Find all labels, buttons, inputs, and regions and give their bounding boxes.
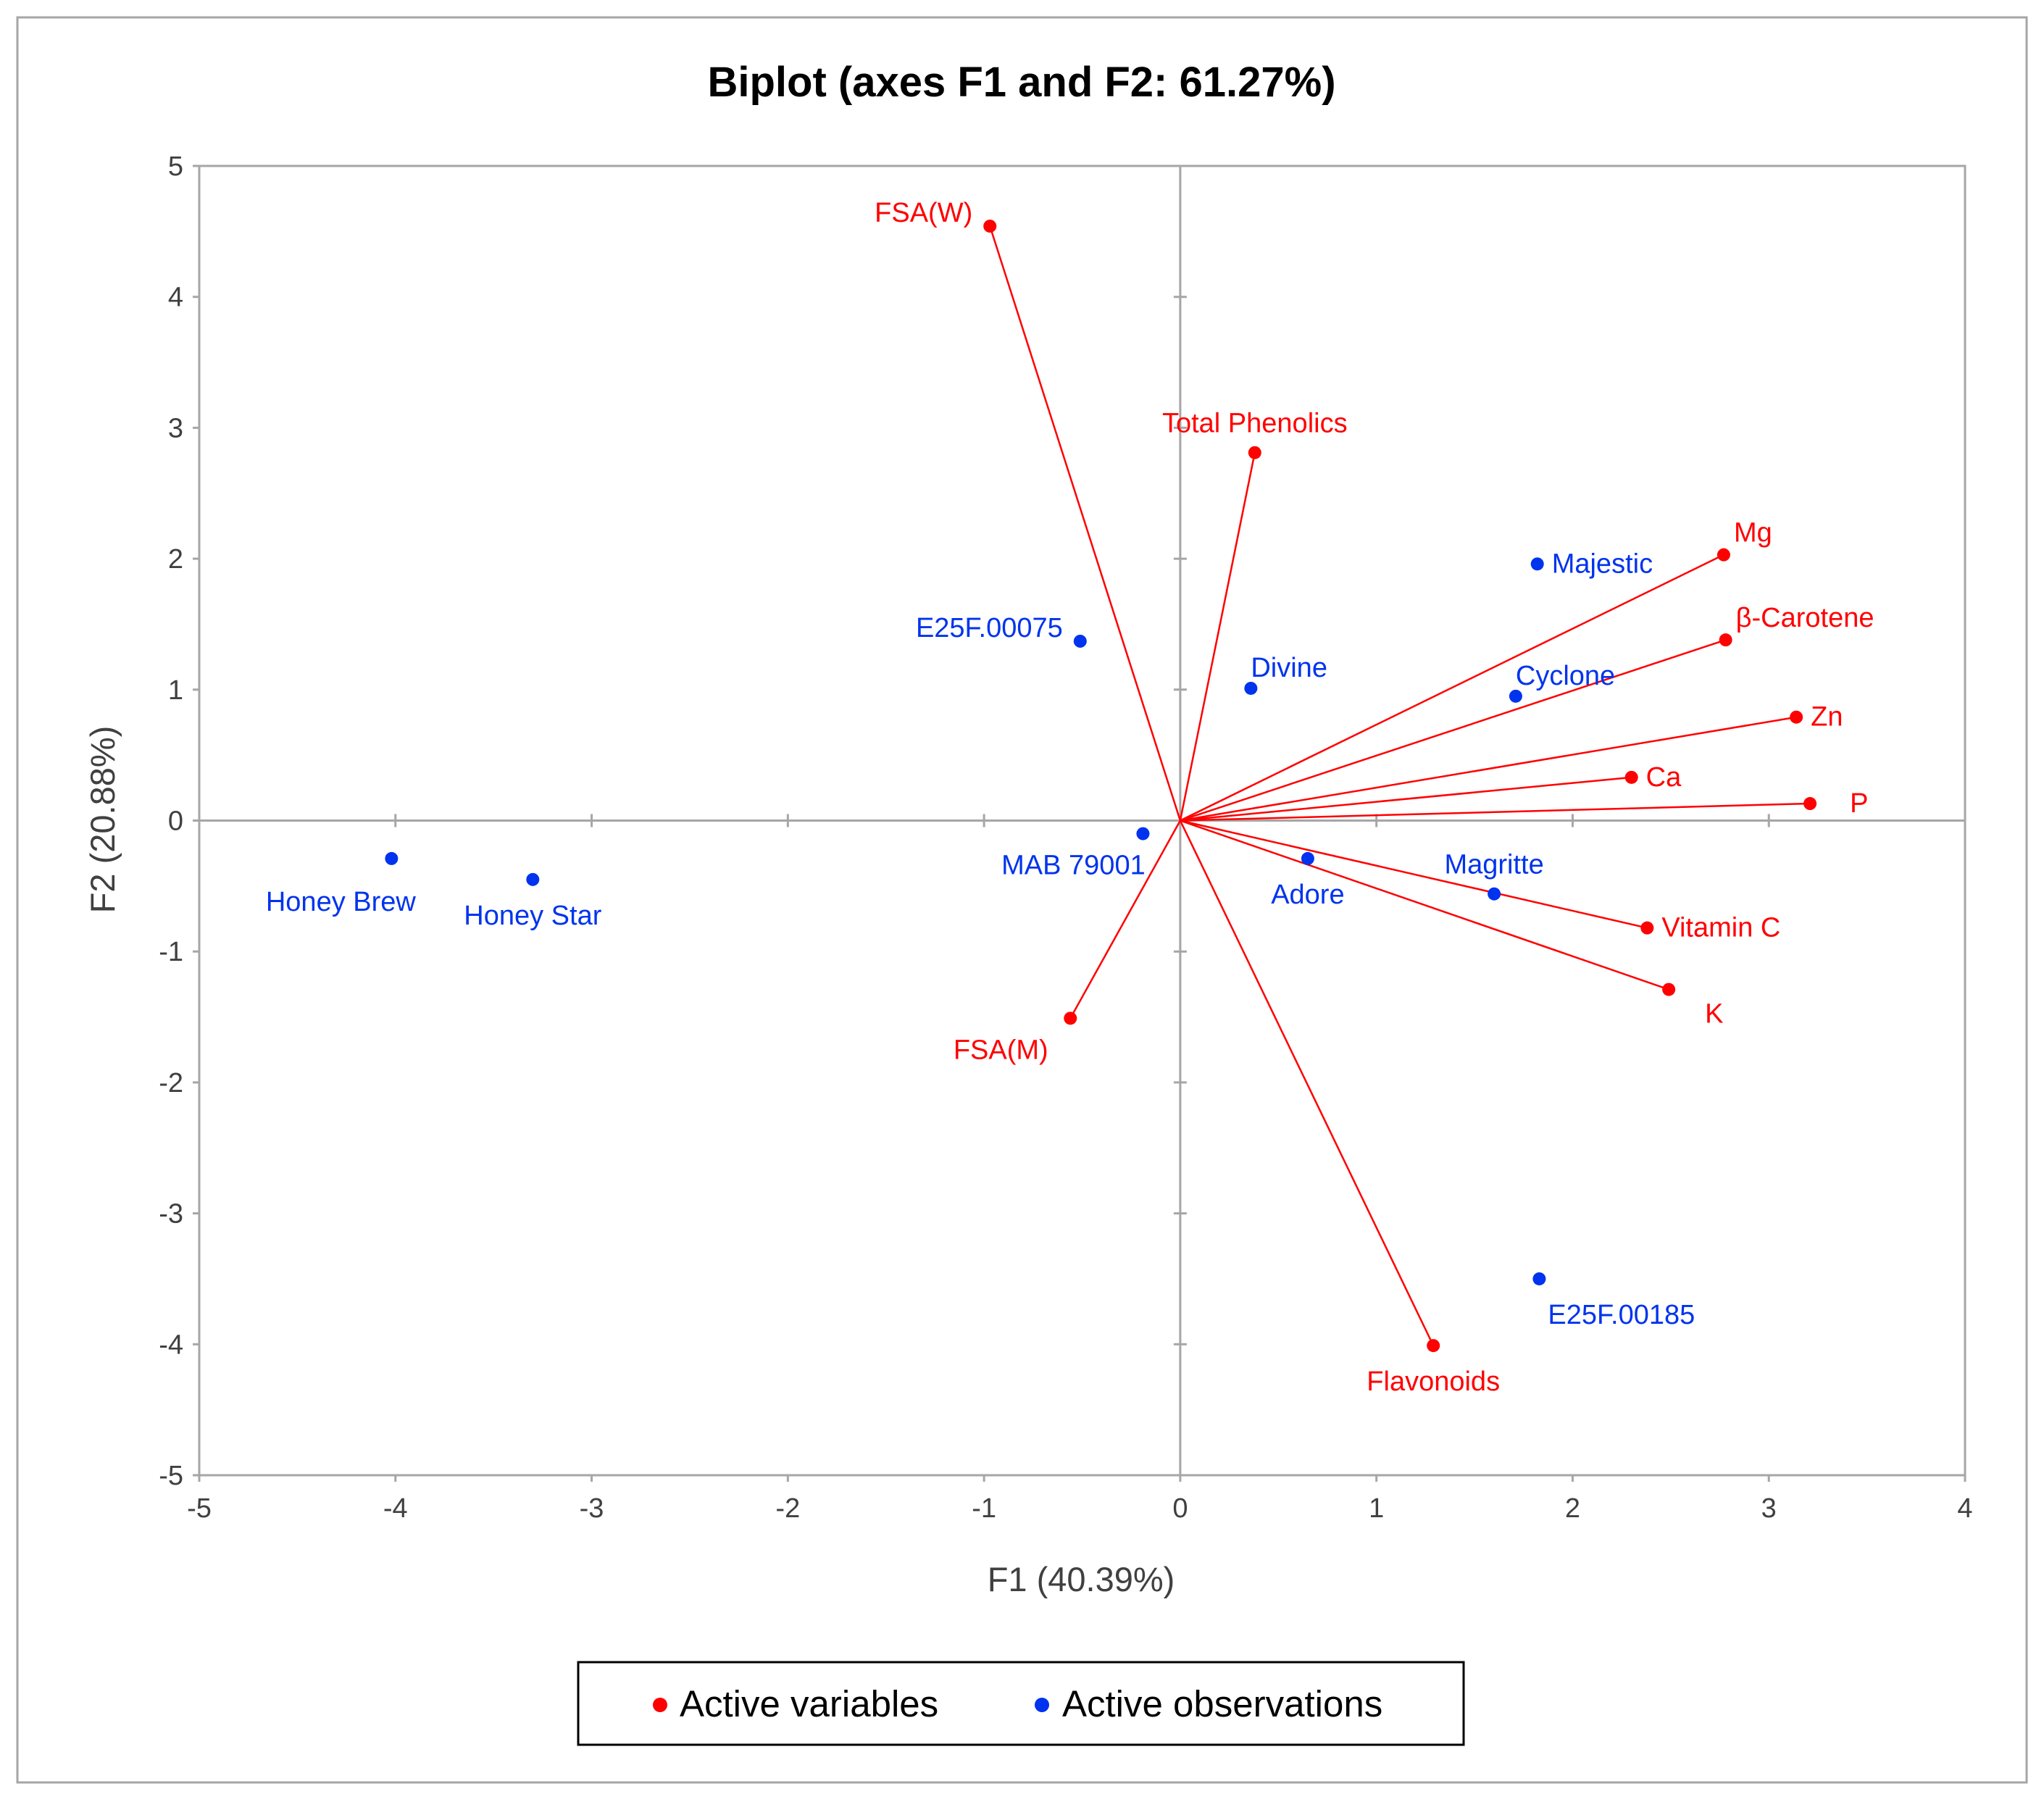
vector-k bbox=[1180, 819, 1669, 990]
variable-label-flavonoids: Flavonoids bbox=[1367, 1367, 1500, 1397]
observation-point-cyclone bbox=[1509, 689, 1522, 703]
observation-label-honey-brew: Honey Brew bbox=[266, 887, 417, 917]
variable-label-k: K bbox=[1705, 999, 1723, 1030]
observation-label-adore: Adore bbox=[1271, 880, 1344, 910]
observation-label-cyclone: Cyclone bbox=[1516, 661, 1615, 691]
variable-point-fsa-w bbox=[983, 220, 997, 233]
vector-fsa-m bbox=[1069, 819, 1181, 1019]
legend-label-observations: Active observations bbox=[1062, 1683, 1382, 1724]
labels-layer: FSA(W) Total Phenolics Mg β-Carotene Zn Ca P Vi… bbox=[266, 198, 1874, 1397]
points-layer bbox=[385, 220, 1817, 1353]
y-tick-label: 3 bbox=[168, 413, 183, 443]
y-tick-label: 4 bbox=[168, 283, 183, 313]
x-tick-label: -4 bbox=[383, 1493, 408, 1524]
legend-marker-variables bbox=[653, 1698, 667, 1712]
observation-point-majestic bbox=[1530, 557, 1544, 571]
y-tick-label: 1 bbox=[168, 675, 183, 706]
variable-point-p bbox=[1803, 797, 1817, 811]
figure-border bbox=[16, 16, 2028, 1784]
variable-label-vitamin-c: Vitamin C bbox=[1661, 913, 1780, 943]
variable-point-k bbox=[1662, 983, 1676, 996]
y-tick-label: -5 bbox=[159, 1461, 183, 1491]
vector-carotene bbox=[1180, 638, 1727, 822]
observation-point-honey-brew bbox=[385, 851, 399, 865]
y-tick-label: 2 bbox=[168, 544, 183, 575]
legend: Active variables Active observations bbox=[577, 1661, 1465, 1746]
variable-point-mg bbox=[1716, 548, 1730, 562]
x-axis-title: F1 (40.39%) bbox=[988, 1560, 1175, 1598]
variable-label-total-phenolics: Total Phenolics bbox=[1162, 409, 1348, 439]
x-tick-label: -1 bbox=[972, 1493, 996, 1524]
ticks-layer: -5 -4 -3 -2 -1 0 1 2 3 4 -5 -4 -3 -2 -1 0 1 2 3 4 5 bbox=[159, 151, 1972, 1524]
x-tick-label: -2 bbox=[775, 1493, 800, 1524]
variable-point-total-phenolics bbox=[1248, 446, 1261, 459]
variable-point-carotene bbox=[1719, 633, 1732, 647]
vector-mg bbox=[1180, 554, 1724, 822]
observation-label-magritte: Magritte bbox=[1444, 850, 1543, 880]
vector-ca bbox=[1180, 776, 1632, 822]
x-tick-label: -5 bbox=[187, 1493, 212, 1524]
variable-label-fsa-w: FSA(W) bbox=[875, 198, 972, 228]
variable-label-zn: Zn bbox=[1811, 702, 1843, 733]
observation-point-mab-79001 bbox=[1136, 827, 1150, 840]
legend-box bbox=[577, 1661, 1465, 1746]
variable-label-mg: Mg bbox=[1734, 518, 1772, 548]
y-tick-label: -3 bbox=[159, 1199, 183, 1230]
observation-label-majestic: Majestic bbox=[1552, 548, 1653, 579]
y-tick-label: -1 bbox=[159, 937, 183, 967]
vector-zn bbox=[1180, 716, 1797, 822]
observation-point-e25f-00075 bbox=[1073, 634, 1087, 648]
vector-p bbox=[1180, 802, 1811, 822]
vector-total-phenolics bbox=[1179, 452, 1256, 821]
observation-point-divine bbox=[1244, 681, 1258, 695]
x-tick-label: 3 bbox=[1761, 1493, 1777, 1524]
observation-label-honey-star: Honey Star bbox=[464, 901, 601, 931]
observation-label-e25f-00075: E25F.00075 bbox=[916, 613, 1063, 643]
observation-label-mab-79001: MAB 79001 bbox=[1001, 851, 1146, 881]
variable-point-vitamin-c bbox=[1640, 921, 1654, 935]
y-tick-label: 5 bbox=[168, 151, 183, 182]
variable-point-zn bbox=[1790, 710, 1803, 724]
legend-marker-observations bbox=[1035, 1698, 1049, 1712]
legend-label-variables: Active variables bbox=[680, 1683, 938, 1724]
x-tick-label: 0 bbox=[1172, 1493, 1188, 1524]
variable-label-carotene: β-Carotene bbox=[1736, 603, 1874, 633]
observation-point-adore bbox=[1301, 851, 1314, 865]
vector-flavonoids bbox=[1179, 819, 1435, 1346]
x-tick-label: 1 bbox=[1369, 1493, 1384, 1524]
x-tick-label: -3 bbox=[580, 1493, 604, 1524]
vector-vitamin-c bbox=[1180, 819, 1648, 929]
observation-point-magritte bbox=[1488, 887, 1501, 901]
x-tick-label: 2 bbox=[1565, 1493, 1580, 1524]
variable-label-p: P bbox=[1850, 788, 1868, 819]
chart-title: Biplot (axes F1 and F2: 61.27%) bbox=[707, 59, 1335, 106]
observation-point-e25f-00185 bbox=[1532, 1272, 1546, 1285]
x-tick-label: 4 bbox=[1957, 1493, 1972, 1524]
variable-label-ca: Ca bbox=[1646, 762, 1682, 793]
vectors-layer bbox=[989, 225, 1811, 1346]
variable-point-fsa-m bbox=[1064, 1011, 1077, 1025]
observation-point-honey-star bbox=[526, 872, 540, 886]
variable-label-fsa-m: FSA(M) bbox=[954, 1035, 1048, 1065]
y-tick-label: 0 bbox=[168, 806, 183, 837]
observation-label-divine: Divine bbox=[1251, 653, 1327, 683]
variable-point-ca bbox=[1624, 770, 1638, 784]
y-tick-label: -4 bbox=[159, 1330, 183, 1360]
y-axis-title: F2 (20.88%) bbox=[83, 726, 122, 914]
observation-label-e25f-00185: E25F.00185 bbox=[1548, 1300, 1695, 1330]
vector-fsa-w bbox=[989, 225, 1182, 821]
y-tick-label: -2 bbox=[159, 1068, 183, 1098]
variable-point-flavonoids bbox=[1427, 1339, 1440, 1353]
